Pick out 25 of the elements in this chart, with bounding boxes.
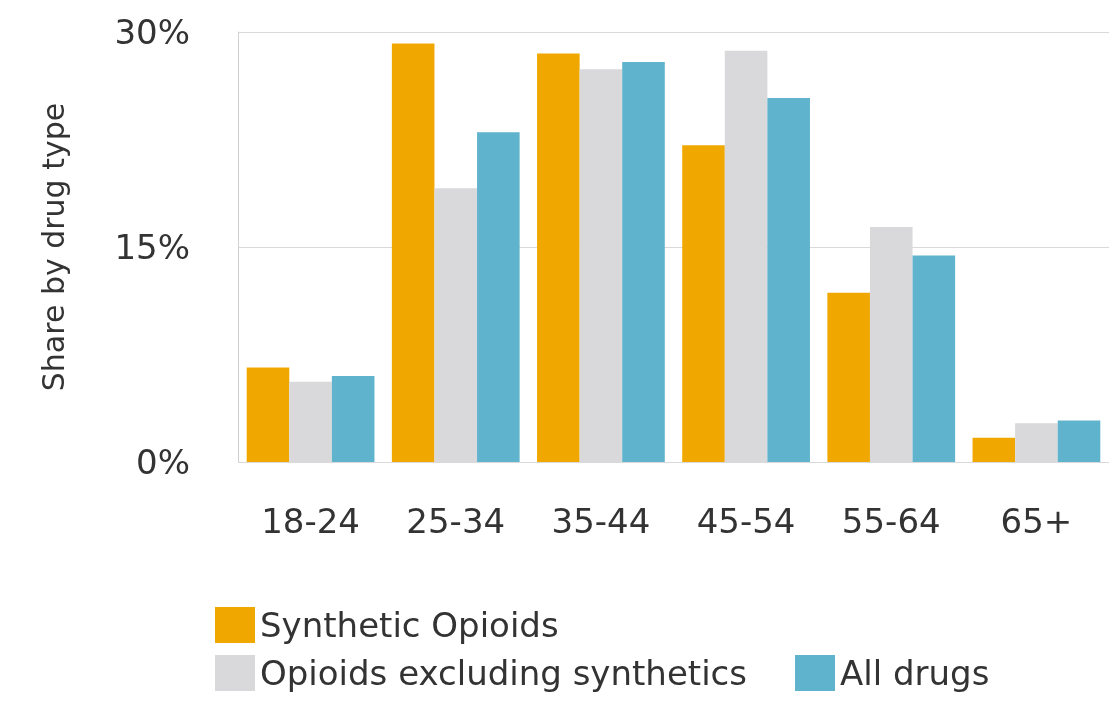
y-axis-title: Share by drug type bbox=[35, 102, 71, 392]
bar bbox=[622, 62, 665, 462]
legend-label: Opioids excluding synthetics bbox=[260, 653, 748, 693]
bar bbox=[827, 292, 870, 462]
bar bbox=[682, 145, 725, 462]
legend-label: All drugs bbox=[840, 653, 990, 693]
bar bbox=[767, 97, 810, 462]
bar bbox=[972, 437, 1016, 462]
x-tick-label: 35-44 bbox=[551, 501, 651, 541]
bar bbox=[246, 367, 290, 462]
bar bbox=[537, 53, 580, 462]
x-tick-label: 65+ bbox=[1000, 501, 1073, 541]
x-tick-label: 55-64 bbox=[841, 501, 941, 541]
x-tick-label: 18-24 bbox=[261, 501, 360, 541]
x-tick-label: 45-54 bbox=[696, 501, 796, 541]
legend-label: Synthetic Opioids bbox=[260, 605, 559, 645]
y-tick-label: 15% bbox=[114, 227, 190, 267]
bar bbox=[391, 43, 435, 462]
x-tick-label: 25-34 bbox=[406, 501, 506, 541]
bar bbox=[912, 255, 956, 462]
y-tick-label: 30% bbox=[114, 12, 190, 52]
bar bbox=[1057, 420, 1101, 462]
bar bbox=[477, 132, 520, 462]
bar bbox=[331, 376, 375, 462]
y-tick-label: 0% bbox=[136, 442, 190, 482]
